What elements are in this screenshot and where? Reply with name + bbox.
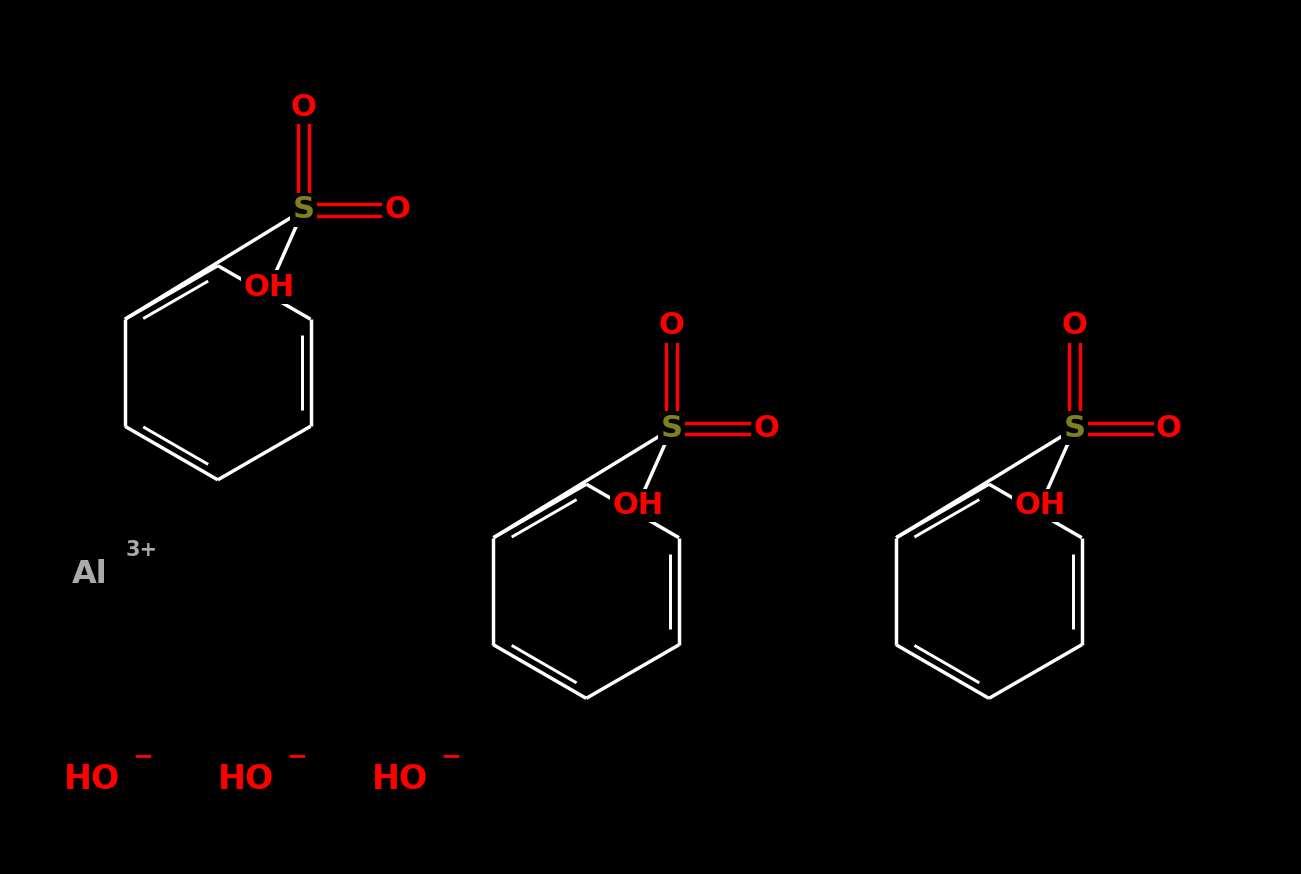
Text: −: − — [286, 744, 307, 767]
Text: −: − — [441, 744, 462, 767]
Text: HO: HO — [372, 763, 428, 796]
Text: −: − — [133, 744, 154, 767]
Text: OH: OH — [1015, 491, 1066, 520]
Text: O: O — [753, 414, 779, 443]
Text: O: O — [1062, 311, 1088, 340]
Text: O: O — [385, 196, 411, 225]
Text: O: O — [1157, 414, 1181, 443]
Text: HO: HO — [217, 763, 275, 796]
Text: Al: Al — [72, 558, 108, 590]
Text: OH: OH — [611, 491, 664, 520]
Text: O: O — [660, 311, 684, 340]
Text: 3+: 3+ — [125, 540, 157, 560]
Text: S: S — [293, 196, 315, 225]
Text: OH: OH — [243, 273, 295, 302]
Text: O: O — [290, 93, 316, 121]
Text: S: S — [1064, 414, 1085, 443]
Text: HO: HO — [64, 763, 120, 796]
Text: S: S — [661, 414, 683, 443]
